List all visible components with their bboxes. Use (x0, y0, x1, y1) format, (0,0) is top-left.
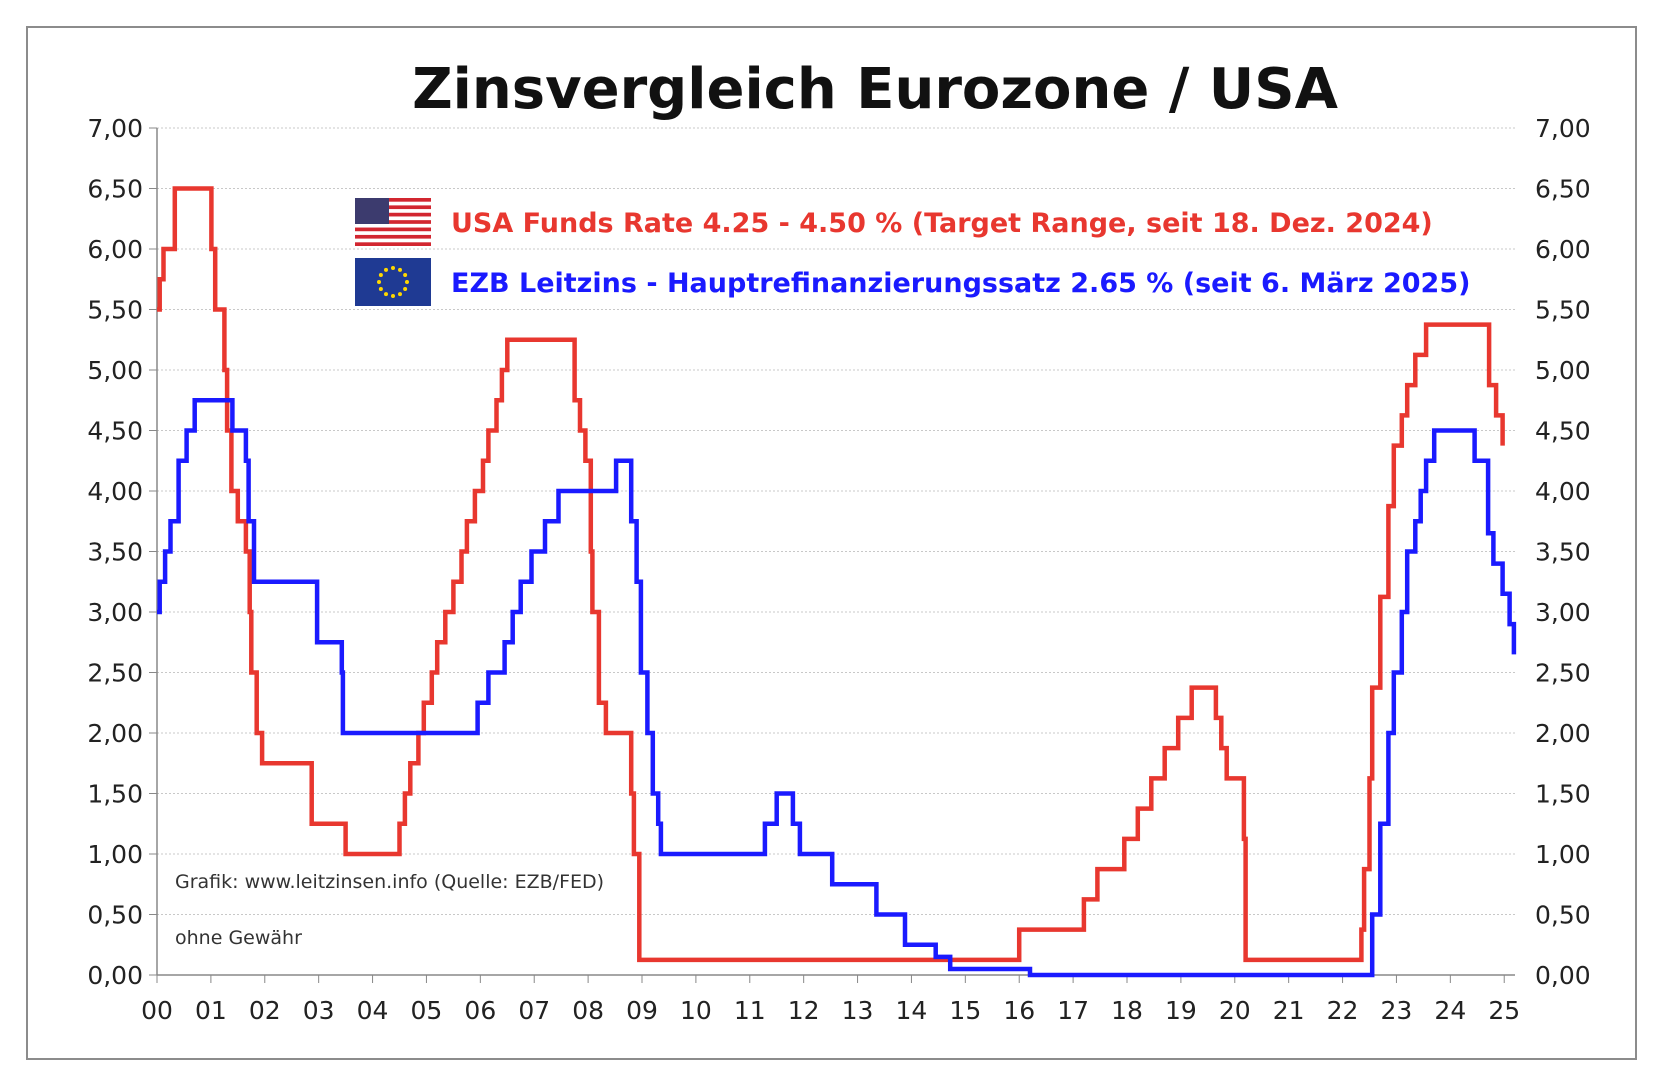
y-tick-label-right: 2,00 (1535, 719, 1591, 748)
y-tick-label-right: 3,50 (1535, 538, 1591, 567)
y-axis-right: 0,00 0,50 1,00 1,50 2,00 2,50 3,00 3,50 4,00 4,50… (1535, 114, 1591, 990)
source-note: Grafik: www.leitzinsen.info (Quelle: EZB… (175, 871, 604, 893)
flag-star (391, 294, 395, 298)
y-tick-label-left: 2,50 (87, 659, 143, 688)
flag-star (384, 267, 388, 272)
x-tick-label: 18 (1111, 996, 1143, 1025)
series-lines (157, 186, 1517, 978)
x-tick-label: 25 (1488, 996, 1520, 1025)
flag-star (384, 292, 388, 297)
x-tick-label: 00 (141, 996, 173, 1025)
flag-star (398, 267, 402, 272)
x-tick-label: 01 (195, 996, 227, 1025)
x-tick-label: 03 (303, 996, 335, 1025)
flag-stripe (355, 242, 431, 246)
x-tick-label: 07 (518, 996, 550, 1025)
y-tick-label-left: 5,50 (87, 296, 143, 325)
x-tick-label: 14 (896, 996, 928, 1025)
y-tick-label-left: 2,00 (87, 719, 143, 748)
x-tick-label: 13 (842, 996, 874, 1025)
flag-stripe (355, 205, 431, 210)
flag-star (391, 266, 395, 270)
y-tick-label-right: 3,00 (1535, 598, 1591, 627)
flag-star (405, 280, 409, 284)
legend: USA Funds Rate 4.25 - 4.50 % (Target Ran… (355, 198, 1470, 306)
axes (156, 128, 1515, 976)
y-tick-label-right: 1,00 (1535, 840, 1591, 869)
x-tick-label: 10 (680, 996, 712, 1025)
x-tick-label: 24 (1434, 996, 1466, 1025)
y-tick-label-left: 4,50 (87, 417, 143, 446)
y-tick-label-right: 4,50 (1535, 417, 1591, 446)
chart-frame (26, 26, 1637, 1060)
x-tick-label: 23 (1381, 996, 1413, 1025)
legend-ezb: EZB Leitzins - Hauptrefinanzierungssatz … (451, 268, 1470, 299)
y-axis-left: 0,00 0,50 1,00 1,50 2,00 2,50 3,00 3,50 4,00 4,50… (87, 114, 157, 990)
x-tick-label: 20 (1219, 996, 1251, 1025)
flag-star (398, 292, 402, 297)
y-tick-label-left: 0,50 (87, 901, 143, 930)
legend-usa: USA Funds Rate 4.25 - 4.50 % (Target Ran… (451, 208, 1433, 239)
x-tick-label: 15 (949, 996, 981, 1025)
y-tick-label-right: 6,50 (1535, 175, 1591, 204)
x-tick-label: 12 (788, 996, 820, 1025)
y-tick-label-right: 5,50 (1535, 296, 1591, 325)
flag-stripe (355, 220, 431, 224)
y-tick-label-left: 6,50 (87, 175, 143, 204)
x-tick-label: 17 (1057, 996, 1089, 1025)
y-tick-label-right: 0,50 (1535, 901, 1591, 930)
x-tick-label: 09 (626, 996, 658, 1025)
x-tick-label: 05 (411, 996, 443, 1025)
y-tick-label-left: 1,00 (87, 840, 143, 869)
chart-title: Zinsvergleich Eurozone / USA (412, 57, 1338, 122)
flag-star (403, 287, 408, 291)
y-tick-label-left: 6,00 (87, 235, 143, 264)
us-flag-icon (355, 198, 431, 246)
y-tick-label-left: 3,00 (87, 598, 143, 627)
x-tick-label: 21 (1273, 996, 1305, 1025)
x-axis: 00 01 02 03 04 05 06 07 08 09 10 11 12 13 14 15 16 17 18 19… (141, 975, 1520, 1025)
flag-star (377, 280, 381, 284)
flag-stripe (355, 234, 431, 239)
y-tick-label-right: 5,00 (1535, 356, 1591, 385)
y-tick-label-left: 7,00 (87, 114, 143, 143)
y-tick-label-right: 6,00 (1535, 235, 1591, 264)
x-tick-label: 02 (249, 996, 281, 1025)
y-tick-label-right: 4,00 (1535, 477, 1591, 506)
y-tick-label-left: 1,50 (87, 780, 143, 809)
x-tick-label: 04 (357, 996, 389, 1025)
x-tick-label: 11 (734, 996, 766, 1025)
x-tick-label: 22 (1327, 996, 1359, 1025)
eu-flag-icon (355, 258, 431, 306)
flag-star (378, 273, 383, 277)
flag-star (403, 273, 408, 277)
x-tick-label: 08 (572, 996, 604, 1025)
y-tick-label-left: 4,00 (87, 477, 143, 506)
disclaimer-note: ohne Gewähr (175, 927, 302, 949)
y-tick-label-right: 0,00 (1535, 961, 1591, 990)
y-tick-label-right: 1,50 (1535, 780, 1591, 809)
y-tick-label-left: 5,00 (87, 356, 143, 385)
usa-funds-rate-line (157, 186, 1505, 963)
ezb-leitzins-line (157, 398, 1517, 978)
flag-star (378, 287, 383, 291)
flag-stripe (355, 227, 431, 232)
flag-stripe (355, 198, 431, 202)
y-tick-label-right: 2,50 (1535, 659, 1591, 688)
flag-stripe (355, 212, 431, 217)
x-tick-label: 06 (464, 996, 496, 1025)
y-tick-label-left: 3,50 (87, 538, 143, 567)
x-tick-label: 16 (1003, 996, 1035, 1025)
y-tick-label-right: 7,00 (1535, 114, 1591, 143)
x-tick-label: 19 (1165, 996, 1197, 1025)
y-tick-label-left: 0,00 (87, 961, 143, 990)
